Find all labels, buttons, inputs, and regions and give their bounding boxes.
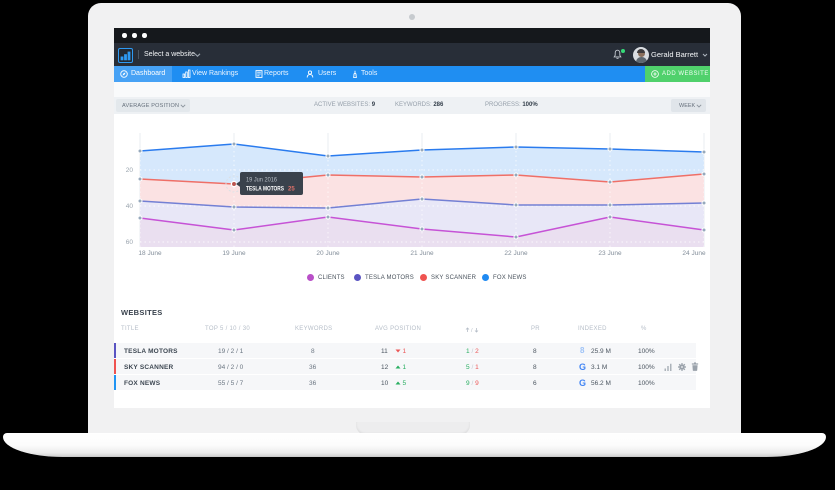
svg-text:18 June: 18 June (138, 250, 162, 257)
svg-text:40: 40 (126, 203, 134, 210)
svg-text:20: 20 (126, 167, 134, 174)
svg-text:TESLA MOTORS: TESLA MOTORS (246, 187, 284, 193)
svg-text:19 Jun 2016: 19 Jun 2016 (246, 178, 278, 184)
svg-text:23 June: 23 June (598, 250, 622, 257)
svg-text:24 June: 24 June (682, 250, 706, 257)
svg-text:60: 60 (126, 239, 134, 246)
svg-text:/: / (471, 328, 473, 333)
svg-text:19 June: 19 June (222, 250, 246, 257)
svg-text:25: 25 (288, 187, 295, 193)
svg-text:20 June: 20 June (316, 250, 340, 257)
svg-text:21 June: 21 June (410, 250, 434, 257)
svg-text:22 June: 22 June (504, 250, 528, 257)
